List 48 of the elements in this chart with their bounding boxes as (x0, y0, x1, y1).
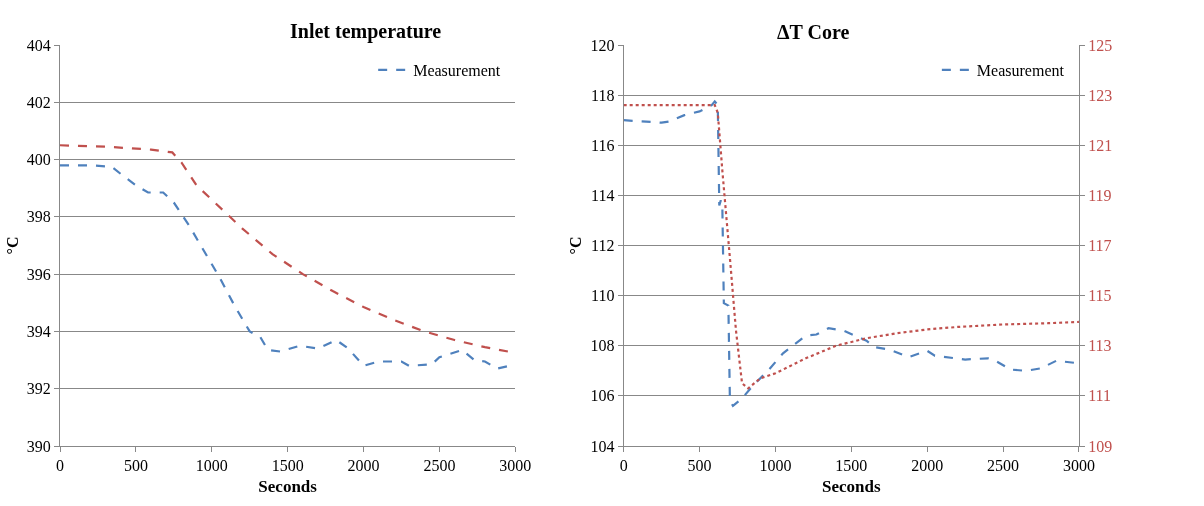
x-tick-label: 500 (123, 457, 148, 475)
x-axis-title: Seconds (822, 476, 881, 496)
x-tick-label: 2500 (987, 457, 1020, 475)
y2-tick-label: 125 (1088, 36, 1113, 54)
x-tick-label: 2000 (347, 457, 380, 475)
legend-label: Measurement (413, 62, 501, 80)
y2-tick-label: 123 (1088, 86, 1113, 104)
y-tick-label: 112 (591, 237, 615, 255)
y-tick-label: 116 (591, 136, 615, 154)
y2-tick-label: 111 (1088, 387, 1111, 405)
x-tick-label: 1000 (759, 457, 792, 475)
x-tick-label: 2000 (911, 457, 944, 475)
y-tick-label: 108 (590, 337, 615, 355)
chart-title: Inlet temperature (290, 20, 442, 43)
x-tick-label: 0 (56, 457, 64, 475)
y-tick-label: 400 (26, 151, 51, 169)
y-tick-label: 110 (591, 287, 615, 305)
y-tick-label: 398 (26, 208, 51, 226)
y2-tick-label: 119 (1088, 186, 1112, 204)
y-tick-label: 394 (26, 323, 51, 341)
y-tick-label: 118 (591, 86, 615, 104)
chart-title: ΔT Core (777, 21, 850, 43)
x-tick-label: 2500 (423, 457, 456, 475)
x-tick-label: 1500 (271, 457, 304, 475)
x-tick-label: 1500 (835, 457, 868, 475)
y2-tick-label: 121 (1088, 136, 1113, 154)
y-tick-label: 404 (26, 36, 51, 54)
y2-tick-label: 113 (1088, 337, 1112, 355)
x-tick-label: 3000 (499, 457, 532, 475)
y2-tick-label: 117 (1088, 237, 1112, 255)
x-tick-label: 1000 (195, 457, 228, 475)
y-tick-label: 392 (26, 380, 51, 398)
y2-tick-label: 115 (1088, 287, 1112, 305)
y2-tick-label: 109 (1088, 437, 1113, 455)
y-tick-label: 120 (590, 36, 615, 54)
x-axis-title: Seconds (258, 476, 318, 496)
y-tick-label: 402 (26, 93, 51, 111)
y-tick-label: 396 (26, 265, 51, 283)
y-tick-label: 106 (590, 387, 615, 405)
y-tick-label: 104 (590, 437, 615, 455)
x-tick-label: 3000 (1062, 457, 1095, 475)
x-tick-label: 500 (687, 457, 712, 475)
legend-label: Measurement (976, 62, 1065, 80)
y-tick-label: 114 (591, 186, 615, 204)
y-axis-title: °C (3, 236, 21, 255)
y-axis-title: °C (567, 236, 585, 255)
y-tick-label: 390 (26, 437, 51, 455)
x-tick-label: 0 (619, 457, 628, 475)
